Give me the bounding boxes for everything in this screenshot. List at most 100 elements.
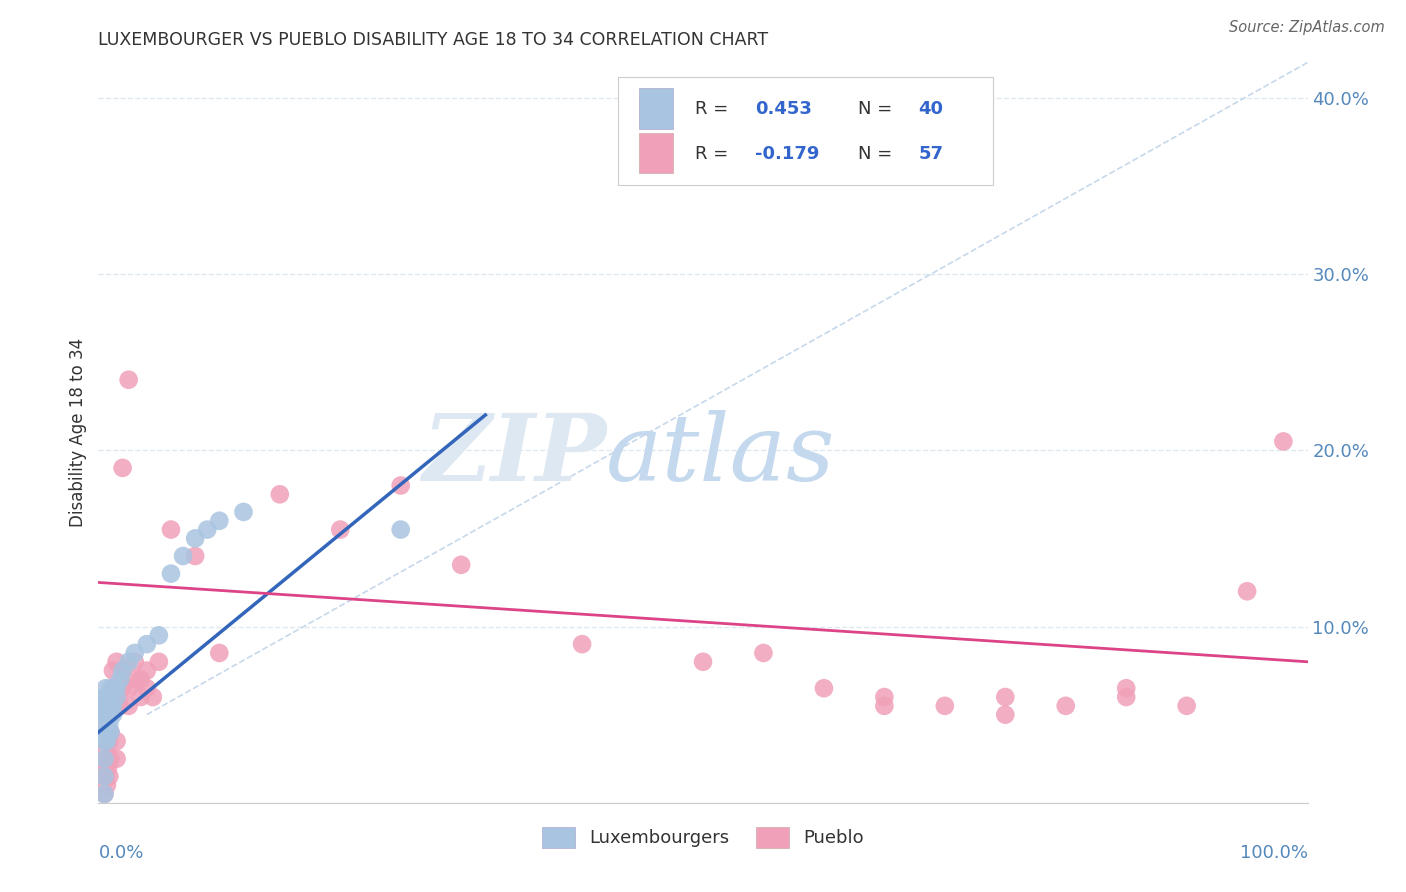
Text: ZIP: ZIP bbox=[422, 409, 606, 500]
Text: N =: N = bbox=[858, 100, 898, 118]
Point bbox=[93, 752, 115, 766]
Point bbox=[813, 681, 835, 696]
Point bbox=[142, 690, 165, 704]
Point bbox=[94, 681, 117, 696]
Point bbox=[93, 698, 115, 713]
Point bbox=[105, 681, 128, 696]
Point bbox=[160, 566, 183, 581]
Point bbox=[1236, 584, 1258, 599]
Point bbox=[93, 707, 115, 722]
Point bbox=[96, 734, 118, 748]
Point bbox=[97, 725, 120, 739]
Point bbox=[111, 461, 134, 475]
Point bbox=[111, 664, 134, 678]
Text: Source: ZipAtlas.com: Source: ZipAtlas.com bbox=[1229, 20, 1385, 35]
Point bbox=[101, 681, 124, 696]
Point bbox=[105, 655, 128, 669]
Point bbox=[148, 655, 170, 669]
Point bbox=[1054, 698, 1077, 713]
Point bbox=[148, 628, 170, 642]
Text: -0.179: -0.179 bbox=[755, 145, 820, 162]
Point bbox=[124, 646, 146, 660]
Point bbox=[692, 655, 714, 669]
Point bbox=[94, 769, 117, 783]
Point bbox=[101, 664, 124, 678]
Point bbox=[105, 690, 128, 704]
Text: 100.0%: 100.0% bbox=[1240, 844, 1308, 862]
Point bbox=[98, 716, 121, 731]
Point bbox=[873, 690, 896, 704]
Point bbox=[873, 698, 896, 713]
Point bbox=[111, 681, 134, 696]
Point bbox=[232, 505, 254, 519]
Point bbox=[101, 681, 124, 696]
Text: LUXEMBOURGER VS PUEBLO DISABILITY AGE 18 TO 34 CORRELATION CHART: LUXEMBOURGER VS PUEBLO DISABILITY AGE 18… bbox=[98, 31, 769, 49]
FancyBboxPatch shape bbox=[638, 133, 673, 173]
Point bbox=[118, 655, 141, 669]
Point bbox=[208, 514, 231, 528]
Point bbox=[96, 707, 118, 722]
Point bbox=[172, 549, 194, 563]
Text: 57: 57 bbox=[918, 145, 943, 162]
Point bbox=[98, 698, 121, 713]
Point bbox=[934, 698, 956, 713]
Point bbox=[208, 646, 231, 660]
Point bbox=[93, 760, 115, 774]
Point bbox=[135, 681, 157, 696]
Point bbox=[118, 698, 141, 713]
Point bbox=[97, 690, 120, 704]
Text: atlas: atlas bbox=[606, 409, 835, 500]
Point bbox=[450, 558, 472, 572]
Point bbox=[105, 734, 128, 748]
Point bbox=[124, 673, 146, 687]
Point bbox=[98, 769, 121, 783]
Point bbox=[195, 523, 218, 537]
Point bbox=[100, 725, 122, 739]
Point bbox=[101, 698, 124, 713]
Point bbox=[994, 690, 1017, 704]
Point bbox=[100, 681, 122, 696]
Point bbox=[93, 690, 115, 704]
Text: R =: R = bbox=[695, 145, 734, 162]
Text: 40: 40 bbox=[918, 100, 943, 118]
Legend: Luxembourgers, Pueblo: Luxembourgers, Pueblo bbox=[533, 818, 873, 856]
Point bbox=[329, 523, 352, 537]
Point bbox=[98, 734, 121, 748]
Text: R =: R = bbox=[695, 100, 734, 118]
Text: 0.0%: 0.0% bbox=[98, 844, 143, 862]
Point bbox=[1115, 681, 1137, 696]
Point bbox=[118, 373, 141, 387]
Point bbox=[94, 698, 117, 713]
Point bbox=[93, 787, 115, 801]
Point bbox=[105, 752, 128, 766]
Point bbox=[1115, 690, 1137, 704]
Point bbox=[93, 698, 115, 713]
Point bbox=[93, 725, 115, 739]
Point bbox=[96, 690, 118, 704]
Point bbox=[1272, 434, 1295, 449]
Point bbox=[108, 673, 131, 687]
Text: N =: N = bbox=[858, 145, 898, 162]
Point bbox=[105, 690, 128, 704]
Point bbox=[389, 478, 412, 492]
Point bbox=[97, 725, 120, 739]
Point bbox=[752, 646, 775, 660]
Point bbox=[135, 637, 157, 651]
Point bbox=[93, 716, 115, 731]
Y-axis label: Disability Age 18 to 34: Disability Age 18 to 34 bbox=[69, 338, 87, 527]
Point bbox=[97, 760, 120, 774]
FancyBboxPatch shape bbox=[638, 88, 673, 129]
Point bbox=[184, 532, 207, 546]
Point bbox=[571, 637, 593, 651]
Point bbox=[93, 769, 115, 783]
Point bbox=[96, 752, 118, 766]
Point bbox=[124, 655, 146, 669]
Point bbox=[135, 664, 157, 678]
Point bbox=[97, 707, 120, 722]
Point bbox=[269, 487, 291, 501]
Point bbox=[100, 698, 122, 713]
Point bbox=[96, 778, 118, 792]
Point bbox=[129, 690, 152, 704]
Point bbox=[93, 787, 115, 801]
Text: 0.453: 0.453 bbox=[755, 100, 811, 118]
